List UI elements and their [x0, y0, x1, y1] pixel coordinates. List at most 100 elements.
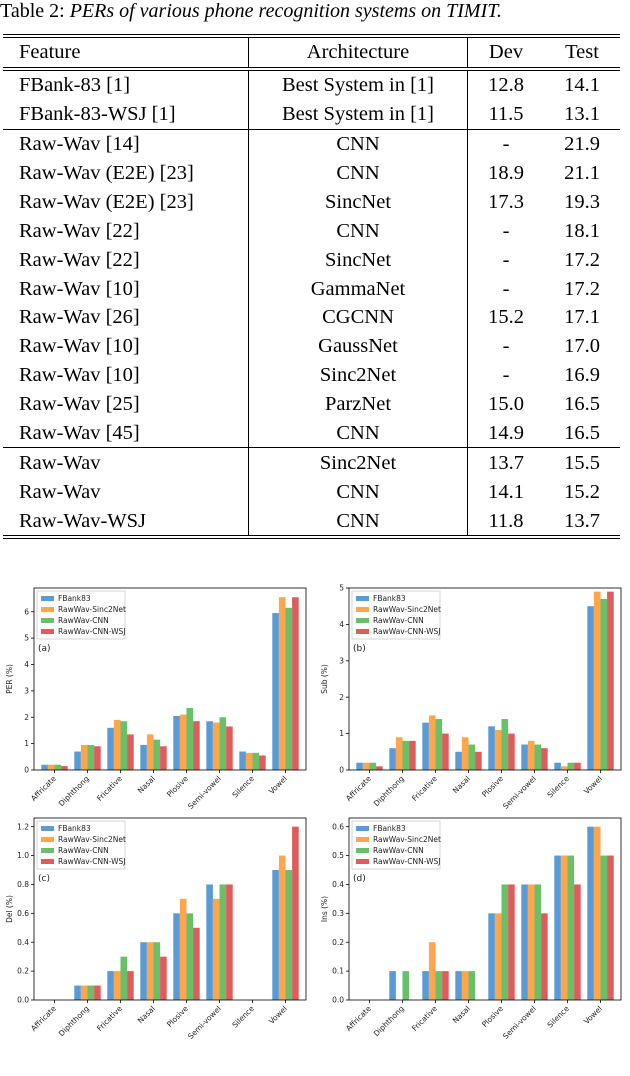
- table-cell: 13.7: [467, 447, 544, 478]
- bar: [41, 764, 48, 770]
- table-cell: CNN: [248, 216, 468, 246]
- table-row: Raw-Wav CNN 14.1 15.2: [3, 477, 620, 507]
- y-axis-label: Ins (%): [320, 896, 329, 922]
- y-tick-label: 1: [24, 739, 29, 748]
- table-row: Raw-Wav [10] GaussNet - 17.0: [3, 331, 620, 361]
- bar: [272, 870, 279, 1000]
- bar: [428, 942, 436, 1000]
- table-cell: Sinc2Net: [248, 447, 468, 478]
- y-tick-label: 0.2: [332, 938, 344, 947]
- panel-annotation: (d): [353, 874, 366, 884]
- y-tick-label: 2: [24, 713, 29, 722]
- legend-label: RawWav-CNN-WSJ: [373, 857, 441, 866]
- y-tick-label: 0.0: [332, 996, 344, 1005]
- table-cell: -: [502, 335, 510, 358]
- bar: [541, 748, 548, 770]
- bar: [389, 971, 396, 1000]
- table-cell: Raw-Wav: [3, 447, 249, 478]
- table-cell: SincNet: [248, 245, 468, 275]
- x-tick-label: Affricate: [344, 774, 373, 803]
- bar: [113, 971, 121, 1000]
- bar: [554, 762, 561, 770]
- bar: [278, 597, 286, 770]
- bar: [272, 613, 279, 770]
- bar: [160, 746, 167, 770]
- bar: [226, 726, 233, 770]
- bar: [120, 956, 128, 1000]
- x-tick-label: Silence: [230, 774, 256, 800]
- x-tick-label: Fricative: [410, 774, 439, 803]
- table-row: Raw-Wav [26] CGCNN 15.2 17.1: [3, 303, 620, 332]
- bar: [567, 855, 575, 1000]
- bar: [107, 971, 114, 1000]
- y-tick-label: 0.8: [17, 880, 29, 889]
- bar: [508, 733, 515, 770]
- bar: [87, 744, 95, 770]
- table-cell: FBank-83 [1]: [19, 74, 131, 97]
- table-cell: 16.9: [564, 364, 600, 387]
- legend-label: RawWav-CNN: [58, 616, 109, 625]
- y-tick-label: 2: [339, 693, 344, 702]
- y-tick-label: 1.2: [17, 822, 29, 831]
- table-cell: 18.1: [564, 219, 600, 242]
- bar: [219, 884, 227, 1000]
- bar: [534, 744, 542, 770]
- table-cell: Sinc2Net: [248, 360, 468, 390]
- x-tick-label: Fricative: [410, 1004, 439, 1033]
- bar: [587, 826, 594, 1000]
- bar: [468, 744, 476, 770]
- table-cell: 11.5: [488, 103, 524, 126]
- legend-swatch: [356, 596, 369, 601]
- x-tick-label: Nasal: [451, 1004, 472, 1025]
- x-tick-label: Diphthong: [372, 1004, 406, 1038]
- x-tick-label: Diphthong: [57, 774, 91, 808]
- bar: [389, 748, 396, 770]
- table-cell: 15.0: [488, 393, 524, 416]
- bar: [127, 971, 134, 1000]
- legend-label: RawWav-CNN-WSJ: [58, 857, 126, 866]
- bar: [560, 766, 568, 770]
- legend-label: RawWav-CNN: [373, 846, 424, 855]
- bar: [285, 607, 293, 770]
- panel-annotation: (a): [38, 644, 51, 654]
- bar: [475, 751, 482, 770]
- caption-text: PERs of various phone recognition system…: [69, 0, 502, 22]
- table-cell: Raw-Wav [22]: [19, 248, 140, 271]
- header-cell: Dev: [467, 36, 544, 71]
- bar: [409, 740, 416, 770]
- legend-label: RawWav-Sinc2Net: [373, 605, 441, 614]
- table-cell: Best System in [1]: [248, 68, 468, 100]
- bar: [488, 726, 495, 770]
- x-tick-label: Fricative: [95, 1004, 124, 1033]
- panel-annotation: (b): [353, 644, 366, 654]
- bar-chart: 0.0 0.1 0.2 0.3 0.4 0.5 0.6 Ins (%) AffricateDip…: [320, 817, 622, 1041]
- legend-label: FBank83: [58, 594, 91, 603]
- legend-swatch: [41, 607, 54, 612]
- table-cell: CNN: [248, 506, 468, 538]
- legend-label: FBank83: [58, 824, 91, 833]
- bar: [461, 971, 469, 1000]
- x-tick-label: Fricative: [95, 774, 124, 803]
- bar: [428, 715, 436, 770]
- header-cell: Test: [544, 36, 620, 71]
- bar: [468, 971, 476, 1000]
- bar: [80, 744, 88, 770]
- bar: [193, 927, 200, 1000]
- table-cell: 18.9: [488, 162, 524, 184]
- bar: [107, 727, 114, 770]
- bar: [113, 719, 121, 770]
- legend-label: RawWav-Sinc2Net: [58, 835, 126, 844]
- bar: [600, 855, 608, 1000]
- legend-swatch: [41, 629, 54, 634]
- y-axis-label: PER (%): [5, 664, 14, 694]
- bar: [179, 898, 187, 1000]
- bar: [494, 729, 502, 770]
- table-row: Raw-Wav [14] CNN -21.9: [3, 128, 620, 159]
- table-cell: -: [502, 277, 510, 300]
- panel-annotation: (c): [38, 874, 50, 884]
- bar: [87, 985, 95, 1000]
- table-cell: CNN: [248, 477, 468, 507]
- bar: [292, 826, 299, 1000]
- bar: [206, 884, 213, 1000]
